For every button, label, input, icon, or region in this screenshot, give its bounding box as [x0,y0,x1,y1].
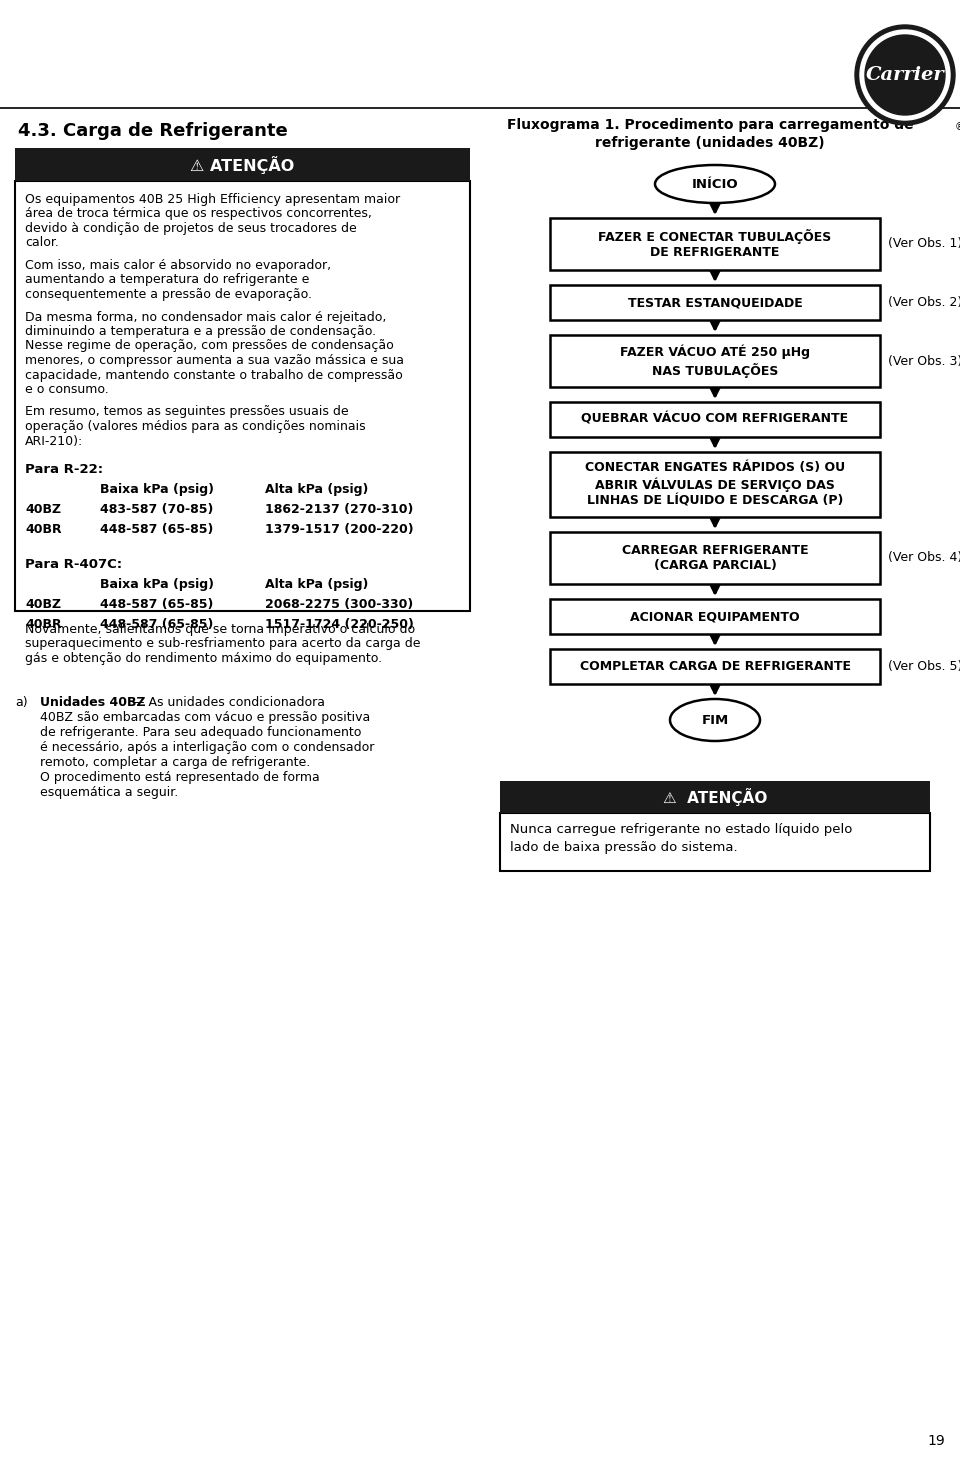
Text: ARI-210):: ARI-210): [25,435,84,448]
Text: ®: ® [954,122,960,132]
Text: TESTAR ESTANQUEIDADE: TESTAR ESTANQUEIDADE [628,296,803,309]
Text: 448-587 (65-85): 448-587 (65-85) [100,618,213,631]
Text: FIM: FIM [702,713,729,726]
Text: Unidades 40BZ: Unidades 40BZ [40,695,146,709]
Text: 448-587 (65-85): 448-587 (65-85) [100,597,213,610]
Text: QUEBRAR VÁCUO COM REFRIGERANTE: QUEBRAR VÁCUO COM REFRIGERANTE [582,413,849,426]
Text: 2068-2275 (300-330): 2068-2275 (300-330) [265,597,413,610]
Text: Com isso, mais calor é absorvido no evaporador,: Com isso, mais calor é absorvido no evap… [25,259,331,272]
Text: consequentemente a pressão de evaporação.: consequentemente a pressão de evaporação… [25,288,312,302]
Text: 483-587 (70-85): 483-587 (70-85) [100,504,213,515]
Text: gás e obtenção do rendimento máximo do equipamento.: gás e obtenção do rendimento máximo do e… [25,651,382,665]
Text: 40BZ: 40BZ [25,504,61,515]
Text: (Ver Obs. 1): (Ver Obs. 1) [888,237,960,250]
Text: capacidade, mantendo constante o trabalho de compressão: capacidade, mantendo constante o trabalh… [25,369,403,382]
Text: O procedimento está representado de forma: O procedimento está representado de form… [40,772,320,785]
Text: aumentando a temperatura do refrigerante e: aumentando a temperatura do refrigerante… [25,274,309,287]
Text: CONECTAR ENGATES RÁPIDOS (S) OU
ABRIR VÁLVULAS DE SERVIÇO DAS
LINHAS DE LÍQUIDO : CONECTAR ENGATES RÁPIDOS (S) OU ABRIR VÁ… [585,461,845,508]
Text: COMPLETAR CARGA DE REFRIGERANTE: COMPLETAR CARGA DE REFRIGERANTE [580,660,851,673]
Text: refrigerante (unidades 40BZ): refrigerante (unidades 40BZ) [595,136,825,149]
FancyBboxPatch shape [550,403,880,436]
Text: Baixa kPa (psig): Baixa kPa (psig) [100,483,214,496]
FancyBboxPatch shape [550,599,880,634]
Text: 40BZ são embarcadas com vácuo e pressão positiva: 40BZ são embarcadas com vácuo e pressão … [40,712,371,725]
Text: de refrigerante. Para seu adequado funcionamento: de refrigerante. Para seu adequado funci… [40,726,361,739]
Text: Alta kPa (psig): Alta kPa (psig) [265,578,369,591]
Text: esquemática a seguir.: esquemática a seguir. [40,786,179,799]
Text: — As unidades condicionadora: — As unidades condicionadora [128,695,325,709]
Text: Carrier: Carrier [866,66,945,83]
Text: e o consumo.: e o consumo. [25,384,108,395]
Text: Da mesma forma, no condensador mais calor é rejeitado,: Da mesma forma, no condensador mais calo… [25,310,386,324]
Text: diminuindo a temperatura e a pressão de condensação.: diminuindo a temperatura e a pressão de … [25,325,376,338]
FancyBboxPatch shape [15,182,470,610]
Text: operação (valores médios para as condições nominais: operação (valores médios para as condiçõ… [25,420,366,433]
Text: (Ver Obs. 5): (Ver Obs. 5) [888,660,960,673]
Circle shape [855,25,955,124]
Text: 448-587 (65-85): 448-587 (65-85) [100,523,213,536]
Text: 1379-1517 (200-220): 1379-1517 (200-220) [265,523,414,536]
Text: 40BR: 40BR [25,618,61,631]
Text: ⚠  ATENÇÃO: ⚠ ATENÇÃO [662,788,767,807]
Text: área de troca térmica que os respectivos concorrentes,: área de troca térmica que os respectivos… [25,208,372,221]
Text: remoto, completar a carga de refrigerante.: remoto, completar a carga de refrigerant… [40,755,310,769]
Ellipse shape [670,698,760,741]
Text: menores, o compressor aumenta a sua vazão mássica e sua: menores, o compressor aumenta a sua vazã… [25,354,404,367]
Text: 40BR: 40BR [25,523,61,536]
Text: 1862-2137 (270-310): 1862-2137 (270-310) [265,504,414,515]
Text: Nesse regime de operação, com pressões de condensação: Nesse regime de operação, com pressões d… [25,340,394,353]
Text: (Ver Obs. 3): (Ver Obs. 3) [888,354,960,367]
Text: Baixa kPa (psig): Baixa kPa (psig) [100,578,214,591]
Text: Nunca carregue refrigerante no estado líquido pelo
lado de baixa pressão do sist: Nunca carregue refrigerante no estado lí… [510,823,852,854]
FancyBboxPatch shape [550,649,880,684]
Text: Novamente, salientamos que se torna imperativo o cálculo do: Novamente, salientamos que se torna impe… [25,624,415,635]
Text: 19: 19 [927,1435,945,1448]
Text: Os equipamentos 40B 25 High Efficiency apresentam maior: Os equipamentos 40B 25 High Efficiency a… [25,193,400,206]
Circle shape [865,35,945,116]
Ellipse shape [655,165,775,203]
Text: FAZER VÁCUO ATÉ 250 μHg
NAS TUBULAÇÕES: FAZER VÁCUO ATÉ 250 μHg NAS TUBULAÇÕES [620,344,810,378]
FancyBboxPatch shape [550,452,880,517]
FancyBboxPatch shape [15,148,470,182]
Text: ⚠ ATENÇÃO: ⚠ ATENÇÃO [190,155,295,174]
Text: FAZER E CONECTAR TUBULAÇÕES
DE REFRIGERANTE: FAZER E CONECTAR TUBULAÇÕES DE REFRIGERA… [598,228,831,259]
Text: Para R-22:: Para R-22: [25,463,103,476]
Text: 1517-1724 (220-250): 1517-1724 (220-250) [265,618,414,631]
FancyBboxPatch shape [550,285,880,321]
Text: 40BZ: 40BZ [25,597,61,610]
Text: superaquecimento e sub-resfriamento para acerto da carga de: superaquecimento e sub-resfriamento para… [25,637,420,650]
Text: a): a) [15,695,28,709]
Text: Em resumo, temos as seguintes pressões usuais de: Em resumo, temos as seguintes pressões u… [25,406,348,419]
Text: 4.3. Carga de Refrigerante: 4.3. Carga de Refrigerante [18,122,288,141]
Circle shape [860,29,950,120]
FancyBboxPatch shape [550,335,880,386]
Text: calor.: calor. [25,237,59,249]
Text: devido à condição de projetos de seus trocadores de: devido à condição de projetos de seus tr… [25,223,357,236]
FancyBboxPatch shape [550,531,880,584]
Text: Fluxograma 1. Procedimento para carregamento de: Fluxograma 1. Procedimento para carregam… [507,119,913,132]
Text: INÍCIO: INÍCIO [692,177,738,190]
Text: CARREGAR REFRIGERANTE
(CARGA PARCIAL): CARREGAR REFRIGERANTE (CARGA PARCIAL) [622,543,808,572]
Text: ACIONAR EQUIPAMENTO: ACIONAR EQUIPAMENTO [630,610,800,624]
Text: (Ver Obs. 4): (Ver Obs. 4) [888,552,960,565]
Text: é necessário, após a interligação com o condensador: é necessário, após a interligação com o … [40,741,374,754]
Text: Para R-407C:: Para R-407C: [25,558,122,571]
FancyBboxPatch shape [500,780,930,813]
Text: Alta kPa (psig): Alta kPa (psig) [265,483,369,496]
Text: (Ver Obs. 2): (Ver Obs. 2) [888,296,960,309]
FancyBboxPatch shape [500,813,930,871]
FancyBboxPatch shape [550,218,880,269]
